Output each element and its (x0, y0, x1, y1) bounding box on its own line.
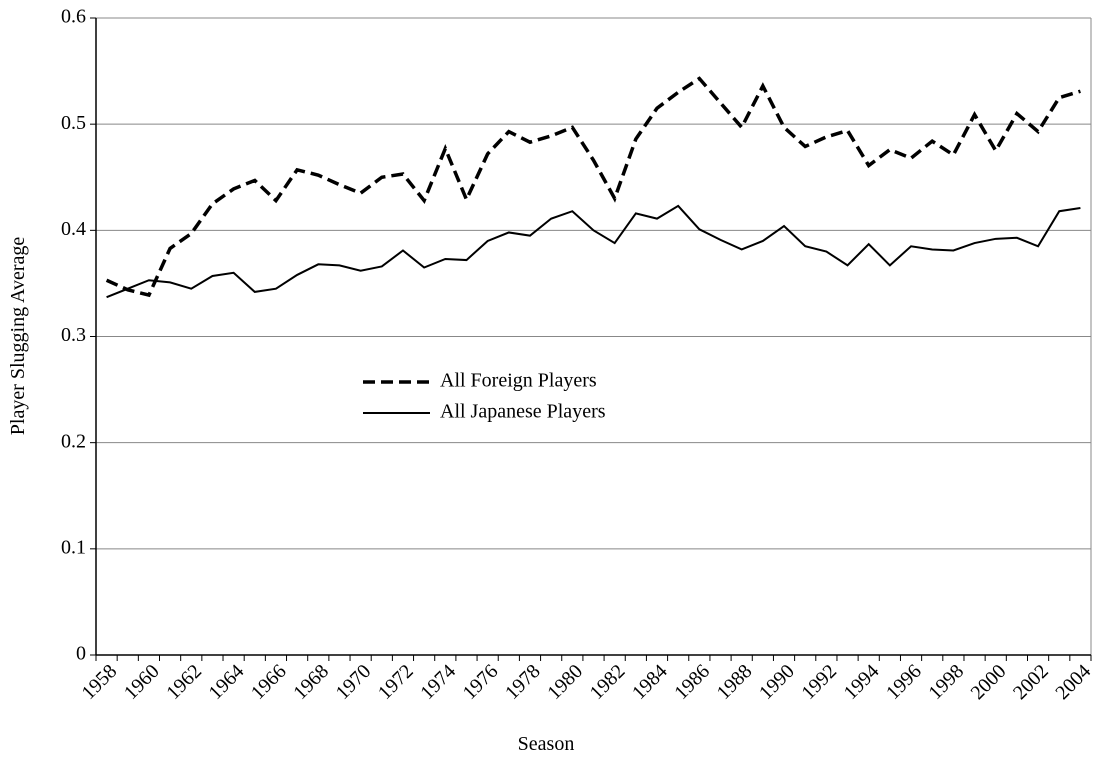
y-tick-label: 0.1 (61, 536, 86, 558)
x-tick-label: 1974 (416, 660, 460, 704)
y-tick-label: 0.3 (61, 324, 86, 346)
y-tick-label: 0.2 (61, 430, 86, 452)
x-tick-label: 1960 (120, 660, 164, 704)
x-tick-label: 1978 (501, 660, 545, 704)
x-tick-label: 1994 (840, 660, 884, 704)
x-tick-label: 2002 (1009, 660, 1053, 704)
y-tick-label: 0.4 (61, 218, 86, 240)
x-tick-label: 1980 (543, 660, 587, 704)
legend-label: All Japanese Players (440, 401, 606, 423)
x-tick-label: 1986 (670, 660, 714, 704)
x-tick-label: 1992 (797, 660, 841, 704)
x-tick-label: 1984 (628, 660, 672, 704)
x-tick-label: 1962 (162, 660, 206, 704)
x-tick-label: 2004 (1051, 660, 1094, 704)
x-tick-label: 2000 (967, 660, 1011, 704)
series-line (106, 204, 1081, 299)
x-tick-label: 1968 (289, 660, 333, 704)
x-tick-label: 1972 (374, 660, 418, 704)
x-axis-label: Season (518, 733, 575, 755)
x-tick-label: 1958 (78, 660, 122, 704)
y-tick-label: 0.6 (61, 6, 86, 28)
x-tick-label: 1988 (713, 660, 757, 704)
series-line (105, 76, 1081, 298)
x-tick-label: 1964 (205, 660, 249, 704)
x-tick-label: 1966 (247, 660, 291, 704)
x-tick-label: 1998 (924, 660, 968, 704)
legend-label: All Foreign Players (440, 370, 597, 392)
x-tick-label: 1976 (459, 660, 503, 704)
x-tick-label: 1990 (755, 660, 799, 704)
y-tick-label: 0.5 (61, 112, 86, 134)
x-tick-label: 1996 (882, 660, 926, 704)
x-tick-label: 1970 (332, 660, 376, 704)
y-tick-label: 0 (76, 643, 86, 665)
y-axis-label: Player Slugging Average (7, 237, 29, 436)
x-tick-label: 1982 (586, 660, 630, 704)
